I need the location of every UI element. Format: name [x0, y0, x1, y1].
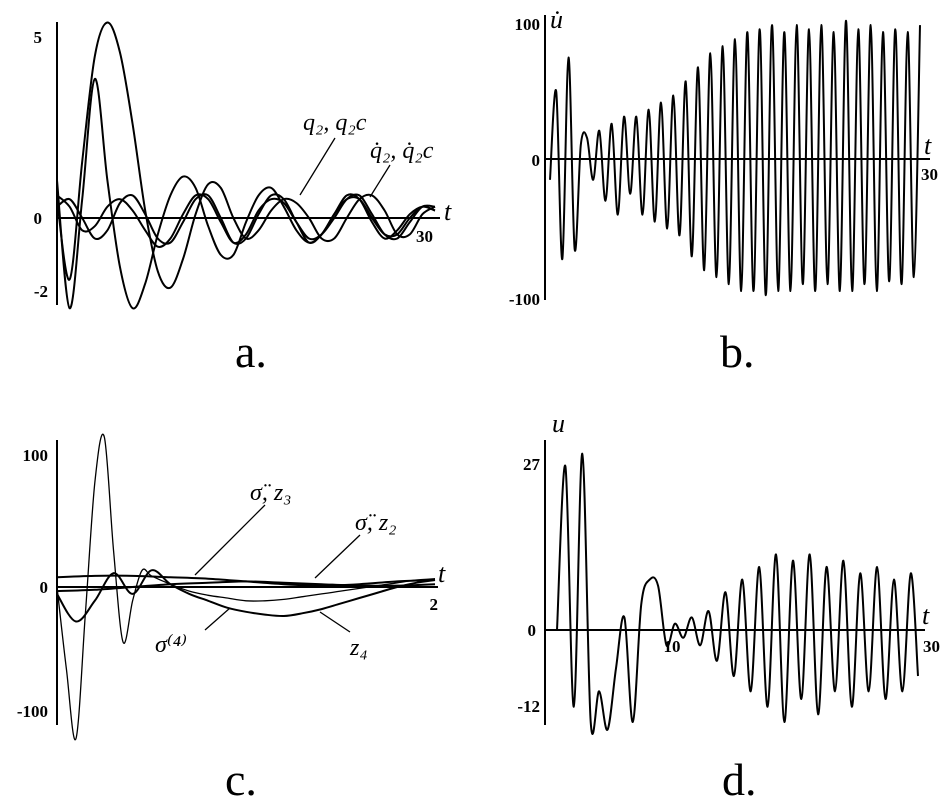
panel-c-series-2-line — [56, 569, 436, 623]
panel-b-x-label: t — [924, 131, 932, 160]
panel-d: u 27 0 -12 10 30 t d. — [517, 409, 940, 805]
panel-b-ytick-bottom: -100 — [509, 290, 540, 309]
panel-b-y-label: u̇ — [550, 5, 563, 34]
panel-c-leader-sigma4 — [204, 607, 231, 631]
panel-c-curves — [56, 433, 436, 741]
panel-a-caption: a. — [235, 326, 267, 377]
panel-a-x-label: t — [444, 197, 452, 226]
panel-d-ytick-bottom: -12 — [517, 697, 540, 716]
panel-d-xtick-end: 30 — [923, 637, 940, 656]
panel-b-series-1-line — [549, 19, 921, 297]
panel-a-annotation-qdot: q̇₂, q̇₂c — [370, 138, 434, 164]
panel-d-caption: d. — [722, 754, 757, 805]
panel-d-x-label: t — [922, 601, 930, 630]
panel-c-ytick-zero: 0 — [40, 578, 49, 597]
panel-a-leader-qdot — [369, 164, 391, 198]
panel-d-ytick-zero: 0 — [528, 621, 537, 640]
panel-c-ytick-bottom: -100 — [17, 702, 48, 721]
panel-c-annotation-z3: σ̈, z₃ — [250, 480, 292, 506]
panel-b: u̇ 100 0 -100 30 t b. — [509, 5, 938, 377]
panel-b-xtick-end: 30 — [921, 165, 938, 184]
panel-c-annotation-sigma4: σ⁽⁴⁾ — [155, 632, 187, 658]
panel-c-caption: c. — [225, 754, 257, 805]
panel-c-leader-z3 — [194, 504, 266, 576]
panel-d-curves — [556, 452, 919, 735]
panel-d-xtick-mid: 10 — [664, 637, 681, 656]
panel-a: 5 0 -2 30 t q₂, q₂c q̇₂, q̇₂c a. — [34, 21, 452, 377]
panel-a-series-2-line — [56, 77, 436, 310]
panel-a-series-3-line — [56, 193, 436, 248]
panel-d-ytick-top: 27 — [523, 455, 541, 474]
panel-c-xtick-end: 2 — [430, 595, 439, 614]
panel-c-series-4-line — [56, 580, 436, 593]
panel-a-ytick-bottom: -2 — [34, 282, 48, 301]
panel-d-y-label: u — [552, 409, 565, 438]
panel-b-caption: b. — [720, 326, 755, 377]
panel-b-curves — [549, 19, 921, 297]
panel-c-x-label: t — [438, 559, 446, 588]
panel-d-series-1-line — [556, 452, 919, 735]
panel-b-ytick-top: 100 — [515, 15, 541, 34]
panel-a-annotation-q: q₂, q₂c — [303, 110, 367, 136]
panel-a-ytick-zero: 0 — [34, 209, 43, 228]
panel-c-leader-z4 — [319, 611, 351, 633]
panel-a-curves — [56, 21, 436, 310]
panel-c-annotation-z4: z₄ — [349, 635, 368, 661]
panel-c-annotation-z2: σ̈, z₂ — [355, 510, 397, 536]
panel-a-ytick-top: 5 — [34, 28, 43, 47]
panel-c-ytick-top: 100 — [23, 446, 49, 465]
panel-c: 100 0 -100 2 t σ̈, z₃ σ̈, z₂ σ⁽⁴⁾ z₄ c. — [17, 433, 446, 805]
panel-c-series-1-line — [56, 433, 436, 741]
panel-a-leader-q — [299, 137, 336, 196]
panel-b-ytick-zero: 0 — [532, 151, 541, 170]
panel-a-xtick-end: 30 — [416, 227, 433, 246]
panel-c-leader-z2 — [314, 534, 361, 579]
panel-a-series-4-line — [56, 193, 436, 246]
